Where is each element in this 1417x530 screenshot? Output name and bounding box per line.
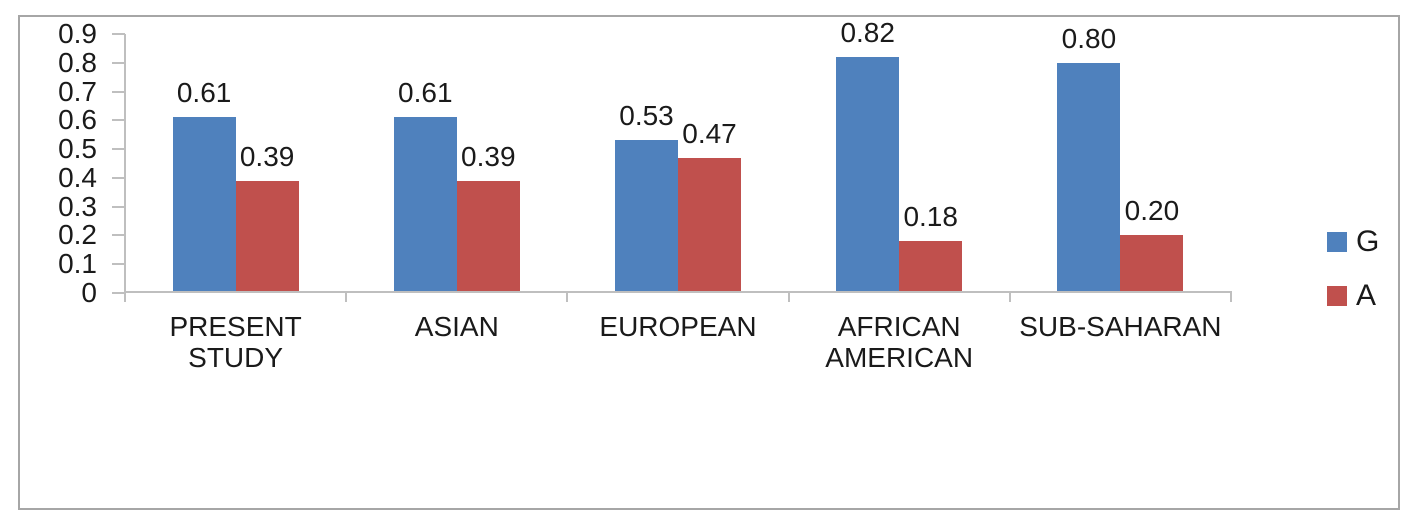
bar-A-category-1 bbox=[456, 180, 520, 293]
y-tick-label: 0.5 bbox=[58, 133, 97, 165]
bar-A-category-4 bbox=[1120, 235, 1184, 293]
y-axis-line bbox=[124, 34, 126, 293]
legend-swatch-A bbox=[1327, 286, 1347, 306]
bar-G-category-2 bbox=[615, 140, 678, 293]
y-tick-label: 0.2 bbox=[58, 219, 97, 251]
y-tick-mark bbox=[112, 119, 125, 122]
x-category-label-2: EUROPEAN bbox=[599, 311, 757, 342]
data-label-G-category-4: 0.80 bbox=[1061, 22, 1117, 54]
x-category-label-3: AFRICAN AMERICAN bbox=[825, 311, 974, 373]
y-tick-label: 0.1 bbox=[58, 248, 97, 280]
y-tick-mark bbox=[112, 90, 125, 93]
bar-A-category-3 bbox=[899, 241, 963, 293]
legend-label-A: A bbox=[1356, 279, 1377, 312]
legend-item-G: G bbox=[1327, 227, 1379, 257]
y-tick-label: 0.8 bbox=[58, 46, 97, 78]
y-tick-mark bbox=[112, 176, 125, 179]
x-category-label-1: ASIAN bbox=[414, 311, 499, 342]
legend-item-A: A bbox=[1327, 281, 1376, 311]
bar-A-category-2 bbox=[678, 157, 741, 293]
y-tick-mark bbox=[112, 292, 125, 294]
bar-G-category-0 bbox=[172, 117, 236, 293]
y-tick-mark bbox=[112, 205, 125, 208]
y-tick-label: 0.3 bbox=[58, 190, 97, 222]
legend-swatch-G bbox=[1327, 232, 1347, 252]
x-tick-mark bbox=[1008, 293, 1011, 302]
bar-G-category-1 bbox=[393, 117, 457, 293]
y-tick-label: 0.6 bbox=[58, 104, 97, 136]
data-label-A-category-4: 0.20 bbox=[1124, 195, 1180, 227]
y-tick-mark bbox=[112, 234, 125, 237]
data-label-A-category-0: 0.39 bbox=[239, 140, 295, 172]
y-tick-label: 0.4 bbox=[58, 161, 97, 193]
x-tick-mark bbox=[787, 293, 790, 302]
x-tick-mark bbox=[566, 293, 569, 302]
data-label-A-category-1: 0.39 bbox=[461, 140, 516, 172]
x-category-label-0: PRESENT STUDY bbox=[169, 311, 302, 373]
bar-A-category-0 bbox=[235, 180, 299, 293]
x-axis-line bbox=[125, 291, 1232, 293]
y-tick-label: 0 bbox=[81, 277, 97, 308]
y-tick-mark bbox=[112, 33, 125, 35]
data-label-G-category-0: 0.61 bbox=[176, 77, 232, 109]
x-tick-mark bbox=[345, 293, 348, 302]
data-label-G-category-3: 0.82 bbox=[840, 17, 895, 49]
y-tick-mark bbox=[112, 263, 125, 266]
data-label-G-category-2: 0.53 bbox=[619, 100, 674, 132]
bar-G-category-4 bbox=[1057, 62, 1121, 293]
y-tick-mark bbox=[112, 61, 125, 64]
bar-G-category-3 bbox=[836, 57, 900, 293]
y-tick-mark bbox=[112, 148, 125, 151]
legend-label-G: G bbox=[1356, 225, 1380, 258]
x-category-label-4: SUB-SAHARAN bbox=[1019, 311, 1222, 342]
y-tick-label: 0.9 bbox=[58, 18, 97, 49]
x-tick-mark bbox=[124, 293, 126, 302]
data-label-A-category-3: 0.18 bbox=[903, 201, 958, 233]
data-label-G-category-1: 0.61 bbox=[398, 77, 453, 109]
data-label-A-category-2: 0.47 bbox=[682, 117, 737, 149]
x-tick-mark bbox=[1230, 293, 1232, 302]
y-tick-label: 0.7 bbox=[58, 75, 97, 107]
